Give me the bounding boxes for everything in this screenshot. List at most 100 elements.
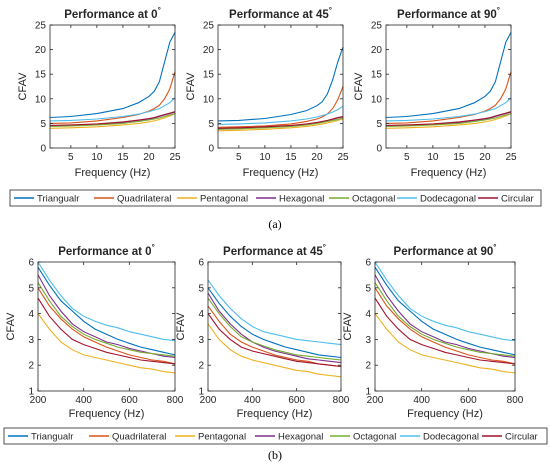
chart-title: Performance at 45°	[229, 6, 332, 21]
chart-title: Performance at 0°	[64, 6, 161, 21]
chart-panel-5: 200 400 600 800 1 2 3 4 5 6 Performance at 45° Freq…	[175, 243, 350, 420]
axes-box	[49, 24, 176, 149]
series-line-quadrilateral	[374, 287, 516, 365]
degree-symbol: °	[323, 243, 326, 252]
x-tick-label: 10	[427, 152, 439, 163]
y-tick-label: 2	[198, 361, 204, 372]
degree-symbol: °	[329, 6, 332, 15]
legend-item-octagonal: Octagonal	[330, 432, 396, 443]
series-line-pentagonal	[37, 313, 176, 374]
series-line-triangualr	[207, 287, 342, 359]
x-tick-label: 5	[68, 152, 74, 163]
series-line-triangualr	[49, 32, 176, 119]
series-line-quadrilateral	[37, 287, 176, 365]
legend-label: Octagonal	[352, 194, 395, 205]
series-line-octagonal	[207, 297, 342, 361]
caption-a: (a)	[268, 217, 281, 231]
y-tick-label: 6	[28, 258, 34, 269]
x-tick-label: 15	[285, 152, 297, 163]
series-line-dodecagonal	[49, 97, 176, 122]
legend-label: Triangualr	[31, 432, 73, 443]
x-tick-label: 800	[507, 395, 524, 406]
y-tick-label: 15	[35, 70, 47, 81]
y-axis-label: CFAV	[353, 72, 365, 101]
legend-label: Triangualr	[37, 194, 79, 205]
series-line-dodecagonal	[374, 261, 516, 342]
series-line-octagonal	[49, 113, 176, 127]
chart-panel-3: 5 10 15 20 25 0 5 10 15 20 25 Performance at 90° Fre…	[353, 6, 517, 179]
series-line-octagonal	[37, 282, 176, 357]
series-line-hexagonal	[207, 292, 342, 364]
legend-item-pentagonal: Pentagonal	[175, 432, 246, 443]
series-line-circular	[207, 313, 342, 368]
series-line-circular	[37, 297, 176, 365]
x-tick-label: 200	[200, 395, 217, 406]
y-tick-label: 3	[198, 335, 204, 346]
y-tick-label: 1	[28, 387, 34, 398]
chart-panel-4: 200 400 600 800 1 2 3 4 5 6 Performance at 0° Frequ…	[5, 243, 184, 420]
x-tick-label: 20	[143, 152, 155, 163]
y-tick-label: 2	[28, 361, 34, 372]
y-tick-label: 10	[35, 94, 47, 105]
legend-label: Dodecagonal	[420, 194, 476, 205]
x-tick-label: 25	[169, 152, 181, 163]
x-axis-label: Frequency (Hz)	[69, 408, 145, 420]
y-tick-label: 5	[40, 119, 46, 130]
y-tick-label: 10	[371, 94, 383, 105]
x-tick-label: 20	[479, 152, 491, 163]
x-axis-label: Frequency (Hz)	[407, 408, 483, 420]
x-axis-label: Frequency (Hz)	[75, 167, 151, 179]
series-line-dodecagonal	[207, 279, 342, 346]
y-tick-label: 6	[365, 258, 371, 269]
series-line-circular	[385, 111, 512, 126]
y-tick-label: 20	[371, 45, 383, 56]
chart-title: Performance at 0°	[58, 243, 155, 258]
x-tick-label: 400	[75, 395, 92, 406]
x-tick-label: 15	[117, 152, 129, 163]
axes-box	[217, 24, 344, 149]
series-line-triangualr	[37, 266, 176, 356]
x-tick-label: 10	[259, 152, 271, 163]
chart-title: Performance at 45°	[223, 243, 326, 258]
x-axis-label: Frequency (Hz)	[411, 167, 487, 179]
x-tick-label: 400	[413, 395, 430, 406]
y-tick-label: 2	[365, 361, 371, 372]
legend-item-pentagonal: Pentagonal	[177, 194, 248, 205]
series-line-pentagonal	[49, 113, 176, 129]
y-tick-label: 6	[198, 258, 204, 269]
y-tick-label: 25	[371, 21, 383, 32]
y-tick-label: 15	[203, 70, 215, 81]
chart-title: Performance at 90°	[397, 6, 500, 21]
axes-box	[385, 24, 512, 149]
series-line-octagonal	[217, 117, 344, 130]
x-tick-label: 600	[121, 395, 138, 406]
x-tick-label: 200	[367, 395, 384, 406]
y-axis-label: CFAV	[5, 312, 17, 341]
chart-title-text: Performance at 90	[397, 9, 497, 21]
y-tick-label: 4	[198, 309, 204, 320]
y-tick-label: 4	[365, 309, 371, 320]
legend-label: Circular	[505, 432, 538, 443]
chart-title-text: Performance at 0	[64, 9, 157, 21]
series-line-dodecagonal	[217, 105, 344, 125]
legend-label: Hexagonal	[278, 432, 323, 443]
legend-label: Quadrilateral	[112, 432, 166, 443]
legend-item-dodecagonal: Dodecagonal	[400, 432, 479, 443]
chart-panel-2: 5 10 15 20 25 0 5 10 15 20 25 Performance at 45° Fre…	[185, 6, 349, 179]
y-tick-label: 25	[35, 21, 47, 32]
x-tick-label: 800	[333, 395, 350, 406]
y-tick-label: 0	[208, 144, 214, 155]
x-tick-label: 200	[30, 395, 47, 406]
degree-symbol: °	[158, 6, 161, 15]
axes-box	[207, 261, 342, 392]
y-tick-label: 5	[208, 119, 214, 130]
series-line-triangualr	[374, 266, 516, 356]
series-line-dodecagonal	[37, 261, 176, 342]
x-tick-label: 25	[505, 152, 517, 163]
legend-item-hexagonal: Hexagonal	[256, 194, 324, 205]
y-tick-label: 20	[35, 45, 47, 56]
chart-title-text: Performance at 45	[229, 9, 329, 21]
legend-label: Pentagonal	[198, 432, 246, 443]
y-tick-label: 5	[28, 283, 34, 294]
